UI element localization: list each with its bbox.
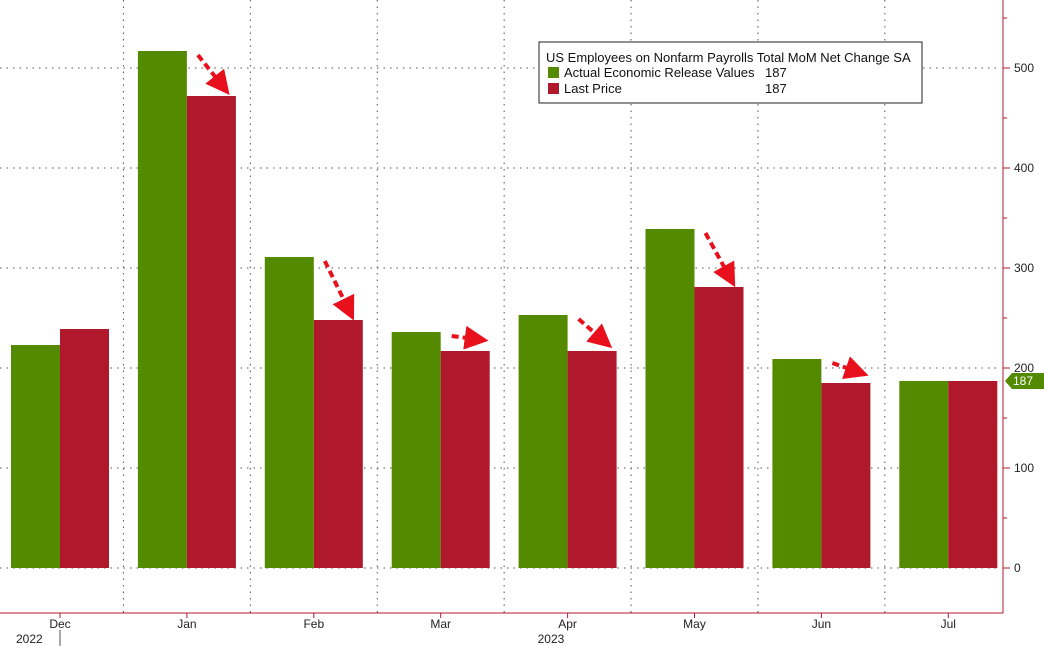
- legend-box: [538, 41, 923, 104]
- bar-last-price: [567, 351, 617, 568]
- last-value-tag-shape: [1005, 373, 1044, 389]
- y-tick-label: 400: [1014, 161, 1034, 175]
- bar-last-price: [60, 329, 109, 568]
- x-tick-label: Jun: [812, 617, 831, 631]
- x-tick-label: Feb: [303, 617, 324, 631]
- bar-actual: [391, 332, 441, 568]
- revision-arrow: [323, 260, 355, 321]
- legend-title: US Employees on Nonfarm Payrolls Total M…: [546, 50, 911, 65]
- bar-last-price: [948, 381, 998, 568]
- revision-arrow: [577, 317, 613, 349]
- bar-actual: [772, 359, 822, 568]
- y-tick-label: 200: [1014, 361, 1034, 375]
- y-tick-label: 500: [1014, 61, 1034, 75]
- last-value-tag-text: 187: [1013, 374, 1033, 388]
- legend-value-actual: 187: [765, 65, 787, 80]
- year-label: 2023: [538, 632, 565, 646]
- bar-actual: [518, 315, 568, 568]
- bar-actual: [264, 257, 314, 568]
- x-tick-label: Jan: [177, 617, 196, 631]
- revision-arrow: [831, 356, 869, 380]
- x-tick-label: Jul: [941, 617, 956, 631]
- y-tick-label: 100: [1014, 461, 1034, 475]
- bar-last-price: [313, 320, 363, 568]
- x-tick-label: Dec: [49, 617, 70, 631]
- y-tick-label: 300: [1014, 261, 1034, 275]
- x-tick-label: Mar: [430, 617, 451, 631]
- legend-label-actual: Actual Economic Release Values: [564, 65, 755, 80]
- legend-value-last-price: 187: [765, 81, 787, 96]
- legend-label-last-price: Last Price: [564, 81, 622, 96]
- bar-last-price: [821, 383, 871, 568]
- bar-last-price: [186, 96, 236, 568]
- revision-arrows: [196, 53, 869, 380]
- y-tick-label: 0: [1014, 561, 1021, 575]
- year-label: 2022: [16, 632, 43, 646]
- y-axis: 0 100 200 300 400 500: [0, 0, 1034, 614]
- bar-actual: [899, 381, 949, 568]
- x-tick-label: May: [683, 617, 706, 631]
- revision-arrow: [451, 325, 489, 350]
- legend-swatch-last-price: [548, 83, 559, 94]
- bar-last-price: [440, 351, 490, 568]
- bar-last-price: [694, 287, 744, 568]
- bars: [11, 51, 998, 568]
- gridlines: [0, 0, 1001, 613]
- legend: US Employees on Nonfarm Payrolls Total M…: [538, 41, 923, 104]
- x-tick-label: Apr: [558, 617, 577, 631]
- bar-actual: [137, 51, 187, 568]
- x-axis: Dec Jan Feb Mar Apr May Jun Jul 2022 2023: [16, 613, 956, 646]
- bar-actual: [11, 345, 60, 568]
- bar-actual: [645, 229, 695, 568]
- legend-swatch-actual: [548, 67, 559, 78]
- last-value-tag: 187: [1005, 373, 1044, 389]
- revision-arrow: [703, 232, 736, 288]
- revision-arrow: [196, 53, 230, 95]
